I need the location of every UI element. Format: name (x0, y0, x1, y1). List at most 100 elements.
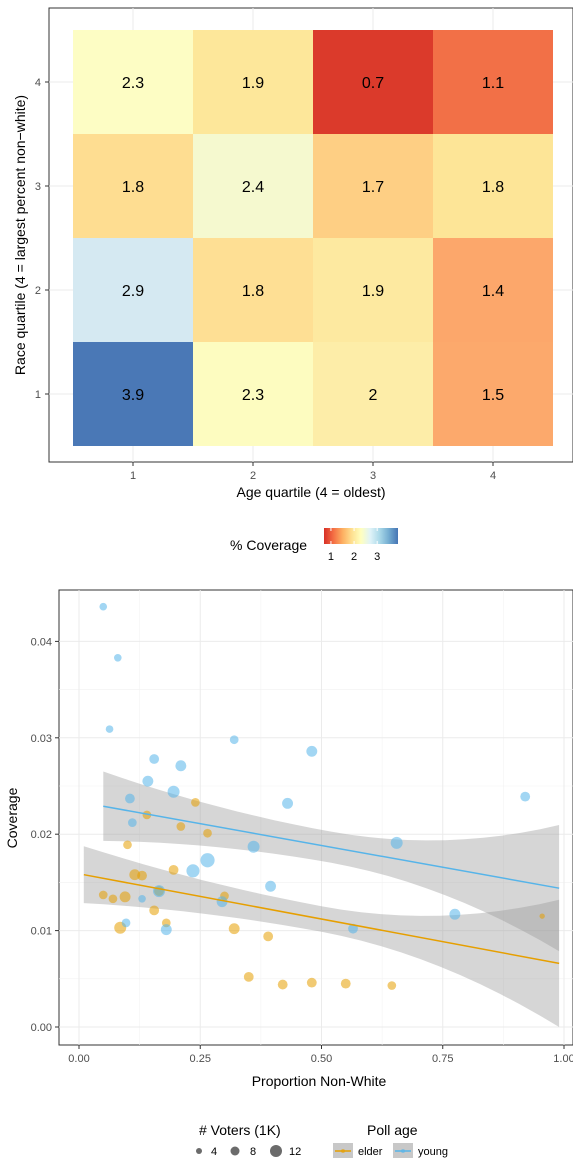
point-young-22 (390, 836, 403, 849)
heatmap-cell-1-2 (73, 238, 193, 342)
heatmap-cell-label-4-1: 1.5 (482, 387, 504, 404)
point-elder-22 (387, 981, 397, 990)
heatmap-cell-3-1 (313, 342, 433, 446)
point-young-20 (306, 745, 318, 757)
scatter-y-tick-label-0.04: 0.04 (31, 636, 52, 648)
point-elder-13 (191, 798, 200, 807)
point-young-13 (186, 864, 200, 878)
legend-label-elder: elder (358, 1146, 383, 1158)
point-elder-19 (277, 979, 288, 990)
scatter-x-tick-label-0.75: 0.75 (432, 1053, 453, 1065)
legend-label-young: young (418, 1146, 448, 1158)
heatmap-cell-label-3-4: 0.7 (362, 75, 384, 92)
colorbar-tick-label-3: 3 (374, 551, 380, 563)
heatmap-x-tick-label-3: 3 (370, 470, 376, 482)
scatter-x-tick-label-0.50: 0.50 (311, 1053, 332, 1065)
point-young-3 (121, 918, 131, 928)
heatmap-cell-label-3-1: 2 (369, 387, 378, 404)
heatmap-x-tick-label-1: 1 (130, 470, 136, 482)
scatter-x-tick-label-1.00: 1.00 (553, 1053, 573, 1065)
scatter-y-ticks: 0.00 0.01 0.02 0.03 0.04 (31, 636, 59, 1034)
point-elder-17 (243, 971, 254, 982)
legend-key-elder-dot (341, 1149, 345, 1153)
size-legend-key-8 (230, 1146, 240, 1156)
point-elder-18 (263, 931, 274, 942)
heatmap-x-ticks: 1 2 3 4 (130, 462, 496, 482)
heatmap-y-ticks: 1 2 3 4 (35, 77, 49, 401)
point-elder-21 (340, 978, 351, 989)
point-young-14 (200, 853, 215, 868)
point-young-23 (449, 908, 461, 920)
point-young-8 (149, 754, 160, 764)
heatmap-cell-4-4 (433, 30, 553, 134)
heatmap-cell-3-3 (313, 134, 433, 238)
scatter-size-legend: # Voters (1K) 4 8 12 (196, 1122, 301, 1158)
trend-line-elder (83, 873, 560, 965)
colorbar-tick-label-1: 1 (328, 551, 334, 563)
heatmap-cell-4-2 (433, 238, 553, 342)
point-elder-8 (149, 905, 160, 916)
trend-line-young (103, 805, 560, 889)
heatmap-cell-1-3 (73, 134, 193, 238)
heatmap-cell-label-2-2: 1.8 (242, 283, 264, 300)
point-young-5 (128, 818, 137, 827)
heatmap-colorbar-legend: % Coverage 1 2 3 (230, 528, 398, 563)
confidence-band-young (103, 771, 560, 952)
heatmap-cell-4-3 (433, 134, 553, 238)
heatmap-cells: 2.3 1.9 0.7 1.1 1.8 2.4 1.7 1.8 2.9 1.8 1.9 1.4 3.9 2… (73, 30, 553, 446)
point-young-16 (229, 735, 239, 745)
point-young-6 (138, 894, 146, 903)
point-young-18 (265, 880, 277, 892)
heatmap-cell-label-4-4: 1.1 (482, 75, 504, 92)
heatmap-cell-label-4-3: 1.8 (482, 179, 504, 196)
point-young-12 (175, 760, 187, 772)
heatmap-cell-label-2-3: 2.4 (242, 179, 264, 196)
scatter-points (98, 602, 545, 990)
heatmap-y-tick-label-4: 4 (35, 77, 41, 89)
size-legend-label-12: 12 (289, 1146, 301, 1158)
point-young-17 (247, 840, 260, 853)
heatmap-cell-2-3 (193, 134, 313, 238)
scatter-y-tick-label-0.02: 0.02 (31, 829, 52, 841)
point-young-1 (105, 725, 114, 733)
scatter-x-axis-label: Proportion Non-White (252, 1073, 387, 1089)
scatter-chart: 0.00 0.25 0.50 0.75 1.00 0.000.010.020.030.0… (4, 589, 573, 1158)
heatmap-cell-label-1-1: 3.9 (122, 387, 144, 404)
heatmap-cell-label-3-2: 1.9 (362, 283, 384, 300)
heatmap-y-tick-label-3: 3 (35, 181, 41, 193)
heatmap-cell-2-1 (193, 342, 313, 446)
scatter-color-legend: Poll age elder young (333, 1122, 448, 1158)
heatmap-cell-label-2-4: 1.9 (242, 75, 264, 92)
heatmap-cell-label-3-3: 1.7 (362, 179, 384, 196)
scatter-y-axis-label: Coverage (4, 787, 20, 848)
point-young-2 (114, 653, 122, 662)
scatter-y-tick-label-0.03: 0.03 (31, 733, 52, 745)
point-elder-16 (228, 923, 240, 935)
heatmap-cell-3-2 (313, 238, 433, 342)
point-young-0 (99, 602, 108, 611)
point-young-10 (160, 924, 172, 936)
scatter-trend-lines (83, 805, 560, 965)
heatmap-cell-label-1-2: 2.9 (122, 283, 144, 300)
point-elder-11 (168, 864, 179, 875)
heatmap-cell-1-1 (73, 342, 193, 446)
heatmap-chart: 2.3 1.9 0.7 1.1 1.8 2.4 1.7 1.8 2.9 1.8 1.9 1.4 3.9 2… (12, 7, 573, 563)
point-elder-20 (306, 977, 317, 988)
heatmap-cell-2-4 (193, 30, 313, 134)
point-elder-0 (98, 890, 108, 900)
size-legend-key-4 (196, 1148, 202, 1154)
heatmap-cell-2-2 (193, 238, 313, 342)
size-legend-key-12 (270, 1145, 282, 1157)
heatmap-panel-border (48, 7, 573, 463)
heatmap-x-axis-label: Age quartile (4 = oldest) (236, 484, 385, 500)
point-young-24 (520, 791, 531, 802)
point-elder-3 (119, 891, 131, 903)
point-young-7 (142, 775, 154, 787)
size-legend-label-4: 4 (211, 1146, 217, 1158)
point-young-19 (282, 797, 293, 809)
point-elder-12 (176, 822, 186, 831)
heatmap-x-tick-label-2: 2 (250, 470, 256, 482)
size-legend-label-8: 8 (250, 1146, 256, 1158)
heatmap-y-tick-label-1: 1 (35, 389, 41, 401)
